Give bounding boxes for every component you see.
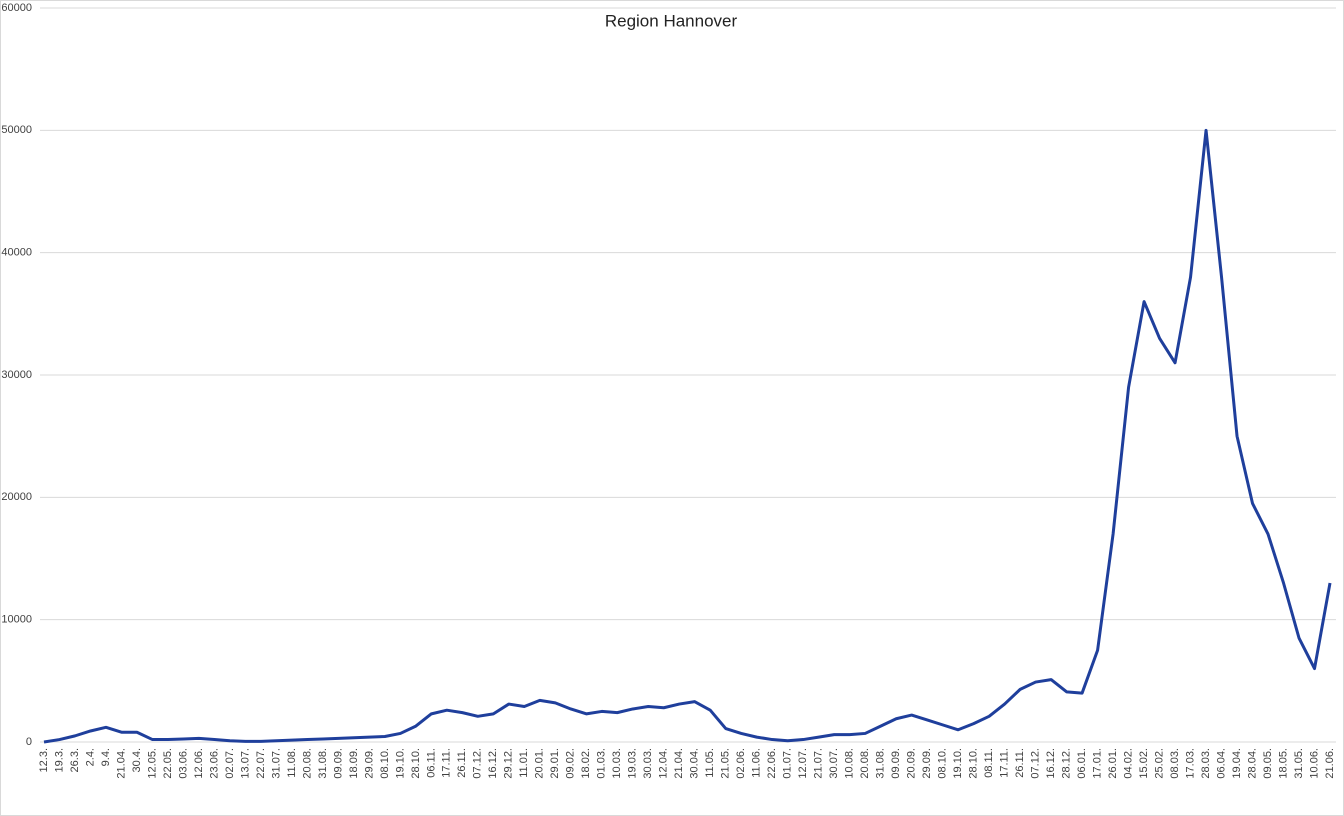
x-tick-label: 11.01. [518, 748, 530, 778]
y-tick-label: 50000 [1, 124, 32, 136]
y-tick-label: 40000 [1, 247, 32, 259]
x-tick-label: 19.03. [627, 748, 639, 779]
x-tick-label: 06.04. [1215, 748, 1227, 779]
x-tick-label: 17.03. [1184, 748, 1196, 779]
y-tick-label: 30000 [1, 369, 32, 381]
x-tick-label: 07.12. [1030, 748, 1042, 779]
x-tick-label: 19.3. [53, 748, 65, 772]
x-tick-label: 13.07. [239, 748, 251, 779]
chart-title: Region Hannover [605, 11, 738, 30]
x-tick-label: 22.06. [766, 748, 778, 779]
x-tick-label: 20.08. [859, 748, 871, 779]
x-tick-label: 12.3. [38, 748, 50, 772]
x-tick-label: 21.05. [720, 748, 732, 779]
x-tick-label: 25.02. [1153, 748, 1165, 779]
x-tick-label: 31.07. [270, 748, 282, 779]
x-tick-label: 07.12. [472, 748, 484, 779]
x-tick-label: 28.03. [1200, 748, 1212, 779]
x-tick-label: 21.04. [115, 748, 127, 779]
x-tick-label: 17.11. [441, 748, 453, 778]
x-tick-label: 31.08. [317, 748, 329, 779]
x-tick-label: 15.02. [1138, 748, 1150, 779]
x-tick-label: 12.05. [146, 748, 158, 779]
x-tick-label: 26.01. [1107, 748, 1119, 779]
x-tick-label: 19.04. [1231, 748, 1243, 779]
x-tick-label: 22.07. [255, 748, 267, 779]
x-tick-label: 10.03. [611, 748, 623, 779]
y-tick-label: 10000 [1, 614, 32, 626]
x-tick-label: 10.06. [1308, 748, 1320, 779]
x-tick-label: 21.07. [813, 748, 825, 779]
x-tick-label: 08.03. [1169, 748, 1181, 779]
x-tick-label: 28.10. [968, 748, 980, 779]
x-tick-label: 19.10. [952, 748, 964, 779]
x-tick-label: 28.10. [410, 748, 422, 779]
x-tick-label: 21.06. [1324, 748, 1336, 779]
x-tick-label: 20.01. [534, 748, 546, 779]
x-tick-label: 26.3. [69, 748, 81, 772]
x-tick-label: 09.05. [1262, 748, 1274, 779]
x-tick-label: 18.09. [348, 748, 360, 779]
x-tick-label: 19.10. [394, 748, 406, 779]
x-tick-label: 23.06. [208, 748, 220, 779]
x-tick-label: 30.07. [828, 748, 840, 779]
x-tick-label: 09.09. [890, 748, 902, 779]
x-tick-label: 17.01. [1091, 748, 1103, 779]
x-tick-label: 09.09. [332, 748, 344, 779]
x-tick-label: 9.4. [100, 748, 112, 766]
x-tick-label: 11.05. [704, 748, 716, 778]
x-tick-label: 31.05. [1293, 748, 1305, 779]
x-tick-label: 18.05. [1277, 748, 1289, 779]
x-tick-label: 30.4. [131, 748, 143, 772]
x-tick-label: 30.03. [642, 748, 654, 779]
x-tick-label: 16.12. [487, 748, 499, 779]
x-tick-label: 12.04. [658, 748, 670, 779]
x-tick-label: 17.11. [999, 748, 1011, 778]
x-tick-label: 06.11. [425, 748, 437, 778]
x-tick-label: 26.11. [1014, 748, 1026, 778]
x-tick-label: 31.08. [875, 748, 887, 779]
x-tick-label: 10.08. [844, 748, 856, 779]
x-tick-label: 20.09. [906, 748, 918, 779]
x-tick-label: 29.01. [549, 748, 561, 779]
x-tick-label: 29.09. [921, 748, 933, 779]
x-tick-label: 30.04. [689, 748, 701, 779]
x-tick-label: 28.04. [1246, 748, 1258, 779]
x-tick-label: 11.06. [751, 748, 763, 778]
y-tick-label: 0 [26, 736, 32, 748]
x-tick-label: 06.01. [1076, 748, 1088, 779]
x-tick-label: 29.09. [363, 748, 375, 779]
x-tick-label: 20.08. [301, 748, 313, 779]
x-tick-label: 12.06. [193, 748, 205, 779]
x-tick-label: 2.4. [84, 748, 96, 766]
x-tick-label: 22.05. [162, 748, 174, 779]
x-tick-label: 03.06. [177, 748, 189, 779]
x-tick-label: 11.08. [286, 748, 298, 778]
x-tick-label: 09.02. [565, 748, 577, 779]
x-tick-label: 01.03. [596, 748, 608, 779]
data-line [43, 128, 1332, 744]
x-tick-label: 26.11. [456, 748, 468, 778]
x-tick-label: 08.10. [937, 748, 949, 779]
x-tick-label: 08.11. [983, 748, 995, 778]
x-tick-label: 29.12. [503, 748, 515, 779]
x-tick-label: 21.04. [673, 748, 685, 779]
x-tick-label: 18.02. [580, 748, 592, 779]
y-tick-label: 20000 [1, 491, 32, 503]
x-tick-label: 04.02. [1122, 748, 1134, 779]
x-tick-label: 16.12. [1045, 748, 1057, 779]
x-tick-label: 01.07. [782, 748, 794, 779]
x-tick-label: 02.06. [735, 748, 747, 779]
y-tick-label: 60000 [1, 2, 32, 14]
x-tick-label: 08.10. [379, 748, 391, 779]
x-tick-label: 12.07. [797, 748, 809, 779]
x-tick-label: 28.12. [1061, 748, 1073, 779]
x-tick-label: 02.07. [224, 748, 236, 779]
